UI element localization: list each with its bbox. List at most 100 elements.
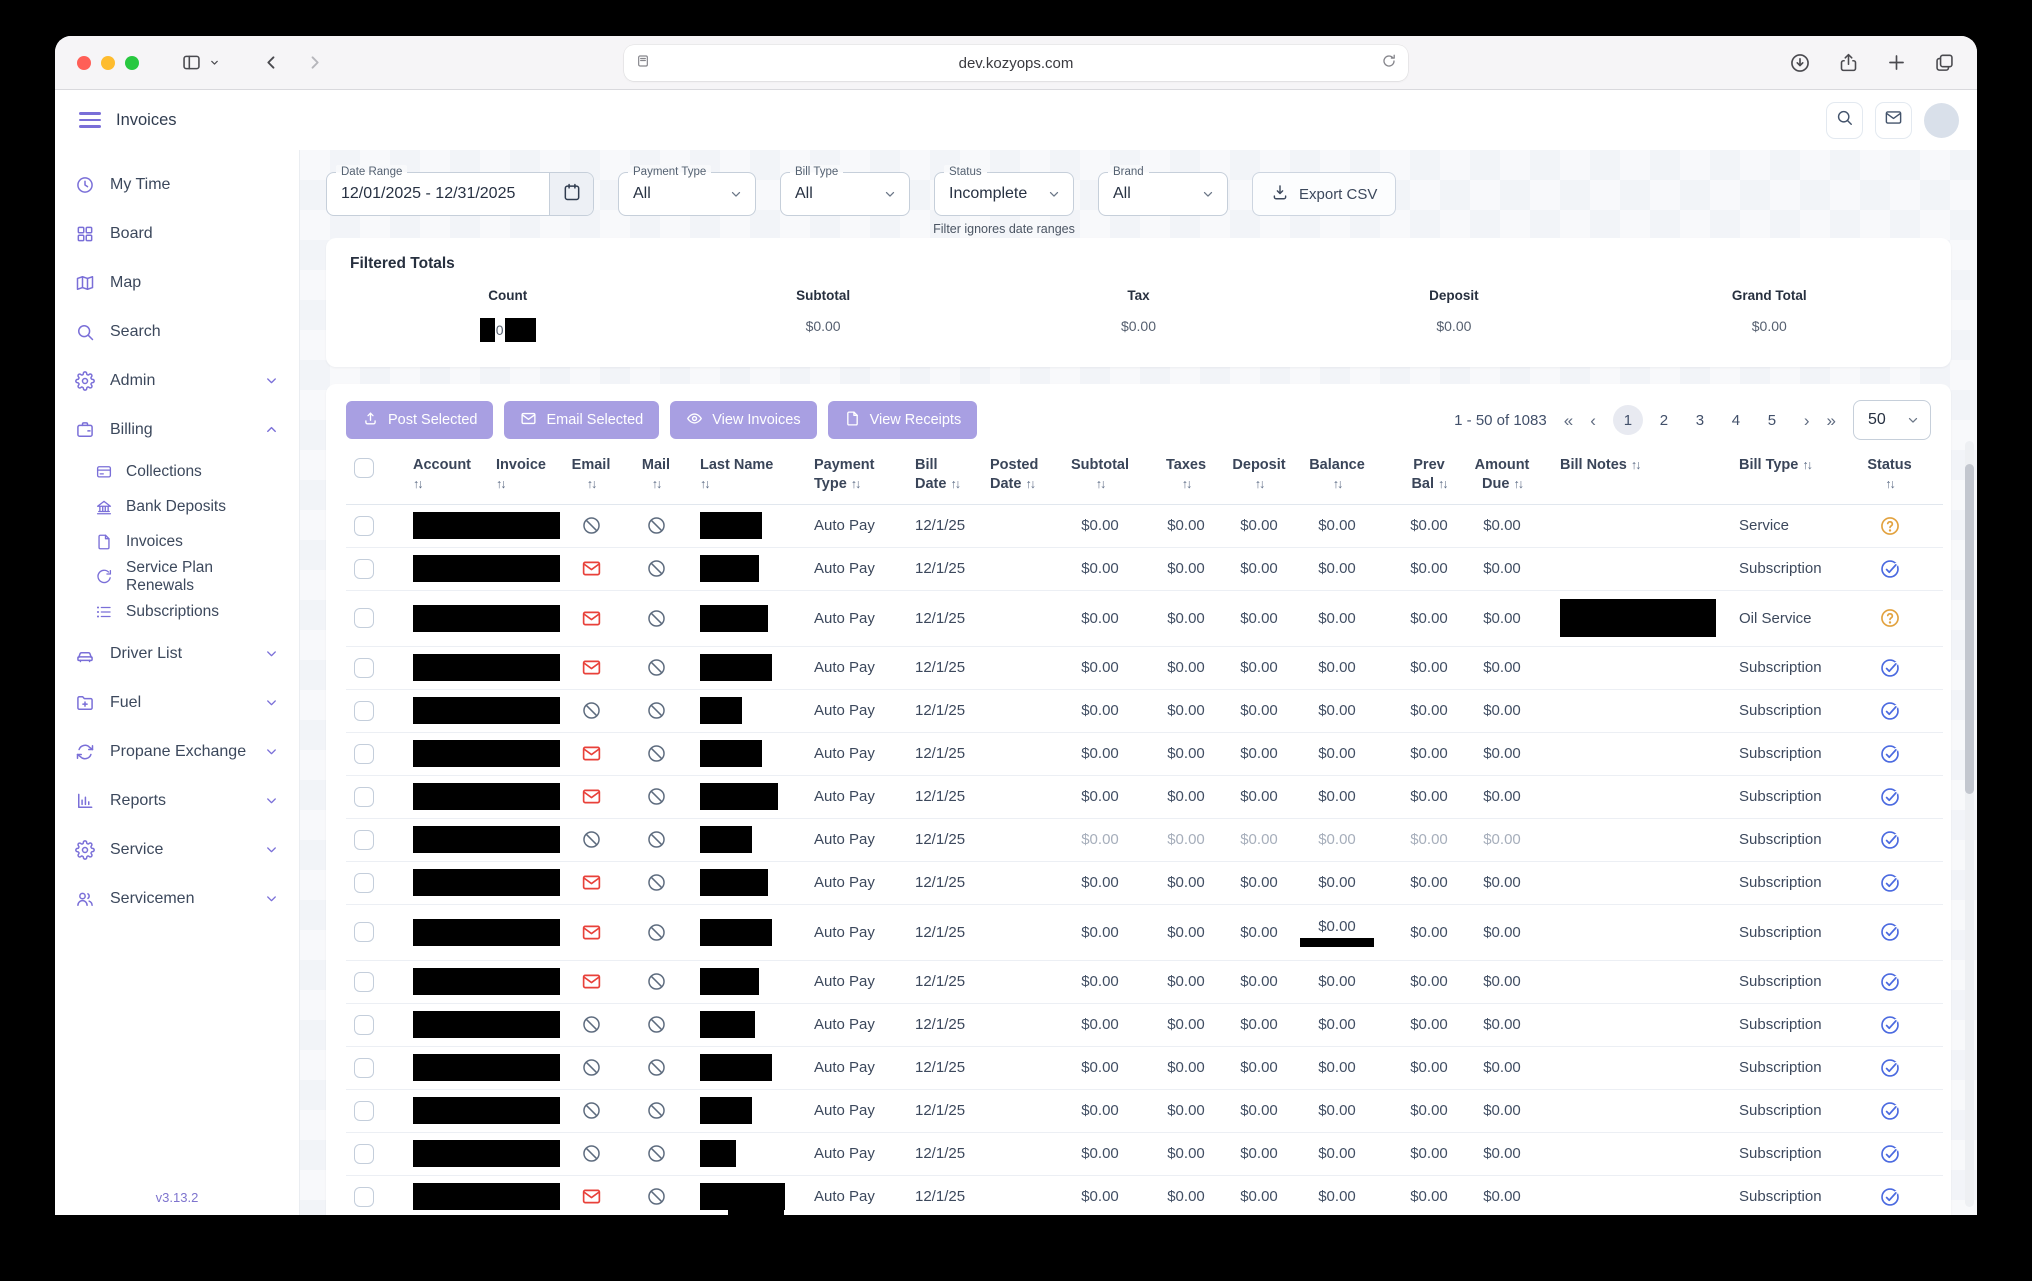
page-3-button[interactable]: 3 bbox=[1695, 411, 1705, 429]
column-header-bill-date[interactable]: Bill Date ↑↓ bbox=[901, 452, 976, 505]
date-range-field[interactable]: Date Range 12/01/2025 - 12/31/2025 bbox=[326, 165, 594, 216]
column-header-amount-due[interactable]: Amount Due ↑↓ bbox=[1472, 452, 1532, 505]
scrollbar-track[interactable] bbox=[1965, 441, 1974, 1207]
sort-icon[interactable]: ↑↓ bbox=[1025, 476, 1035, 491]
table-row[interactable]: Auto Pay 12/1/25 $0.00 $0.00 $0.00 $0.00 $0.00… bbox=[346, 733, 1943, 776]
new-tab-icon[interactable] bbox=[1886, 52, 1907, 73]
sidebar-item-servicemen[interactable]: Servicemen bbox=[55, 874, 299, 923]
row-checkbox[interactable] bbox=[354, 786, 374, 807]
table-row[interactable]: Auto Pay 12/1/25 $0.00 $0.00 $0.00 $0.00 $0.00… bbox=[346, 862, 1943, 905]
minimize-window-button[interactable] bbox=[101, 55, 115, 70]
email-selected-button[interactable]: Email Selected bbox=[504, 401, 660, 439]
sort-icon[interactable]: ↑↓ bbox=[950, 476, 960, 491]
share-icon[interactable] bbox=[1838, 52, 1859, 73]
chevron-down-icon[interactable] bbox=[264, 842, 279, 857]
first-page-icon[interactable]: « bbox=[1563, 410, 1574, 430]
row-checkbox[interactable] bbox=[354, 872, 374, 893]
post-selected-button[interactable]: Post Selected bbox=[346, 401, 494, 439]
browser-sidebar-toggle[interactable] bbox=[181, 52, 220, 73]
column-header-balance[interactable]: Balance ↑↓ bbox=[1288, 452, 1386, 505]
column-header-payment-type[interactable]: Payment Type ↑↓ bbox=[801, 452, 901, 505]
row-checkbox[interactable] bbox=[354, 971, 374, 992]
select-all-checkbox[interactable] bbox=[354, 458, 374, 478]
table-row[interactable]: Auto Pay 12/1/25 $0.00 $0.00 $0.00 $0.00 $0.00… bbox=[346, 776, 1943, 819]
column-header-invoice[interactable]: Invoice ↑↓ bbox=[476, 452, 556, 505]
sort-icon[interactable]: ↑↓ bbox=[1513, 476, 1523, 491]
messages-button[interactable] bbox=[1875, 101, 1912, 139]
previous-page-icon[interactable]: ‹ bbox=[1590, 410, 1596, 430]
chevron-down-icon[interactable] bbox=[264, 373, 279, 388]
chevron-down-icon[interactable] bbox=[264, 695, 279, 710]
sort-icon[interactable]: ↑↓ bbox=[496, 476, 507, 491]
payment-type-select[interactable]: Payment Type All bbox=[618, 165, 756, 216]
sidebar-item-driver-list[interactable]: Driver List bbox=[55, 629, 299, 678]
chevron-down-icon[interactable] bbox=[264, 646, 279, 661]
row-checkbox[interactable] bbox=[354, 558, 374, 579]
page-size-select[interactable]: 50 bbox=[1853, 400, 1931, 440]
row-checkbox[interactable] bbox=[354, 743, 374, 764]
close-window-button[interactable] bbox=[77, 55, 91, 70]
row-checkbox[interactable] bbox=[354, 922, 374, 943]
last-page-icon[interactable]: » bbox=[1826, 410, 1836, 430]
sort-icon[interactable]: ↑↓ bbox=[1438, 476, 1448, 491]
zoom-window-button[interactable] bbox=[125, 55, 139, 70]
brand-select[interactable]: Brand All bbox=[1098, 165, 1228, 216]
column-header-taxes[interactable]: Taxes ↑↓ bbox=[1142, 452, 1230, 505]
table-row[interactable]: Auto Pay 12/1/25 $0.00 $0.00 $0.00 $0.00 $0.00… bbox=[346, 1047, 1943, 1090]
sidebar-item-invoices[interactable]: Invoices bbox=[55, 524, 299, 559]
row-checkbox[interactable] bbox=[354, 657, 374, 678]
sidebar-item-admin[interactable]: Admin bbox=[55, 356, 299, 405]
row-checkbox[interactable] bbox=[354, 829, 374, 850]
sort-icon[interactable]: ↑↓ bbox=[1095, 476, 1107, 491]
table-row[interactable]: Auto Pay 12/1/25 $0.00 $0.00 $0.00 $0.00 $0.00… bbox=[346, 690, 1943, 733]
sort-icon[interactable]: ↑↓ bbox=[1332, 476, 1344, 491]
table-row[interactable]: Auto Pay 12/1/25 $0.00 $0.00 $0.00 $0.00 $0.00… bbox=[346, 1090, 1943, 1133]
sidebar-item-board[interactable]: Board bbox=[55, 209, 299, 258]
next-page-icon[interactable]: › bbox=[1803, 410, 1810, 430]
table-row[interactable]: Auto Pay 12/1/25 $0.00 $0.00 $0.00 $0.00 $0.00… bbox=[346, 1176, 1943, 1215]
column-header-deposit[interactable]: Deposit ↑↓ bbox=[1230, 452, 1288, 505]
export-csv-button[interactable]: Export CSV bbox=[1252, 172, 1397, 216]
status-select[interactable]: Status Incomplete bbox=[934, 165, 1074, 216]
row-checkbox[interactable] bbox=[354, 608, 374, 629]
column-header-status[interactable]: Status ↑↓ bbox=[1836, 452, 1943, 505]
column-header-last-name[interactable]: Last Name ↑↓ bbox=[686, 452, 801, 505]
sidebar-item-fuel[interactable]: Fuel bbox=[55, 678, 299, 727]
column-header-prev-bal[interactable]: Prev Bal ↑↓ bbox=[1386, 452, 1472, 505]
row-checkbox[interactable] bbox=[354, 700, 374, 721]
column-header-subtotal[interactable]: Subtotal ↑↓ bbox=[1058, 452, 1142, 505]
chevron-down-icon[interactable] bbox=[264, 793, 279, 808]
sidebar-item-reports[interactable]: Reports bbox=[55, 776, 299, 825]
calendar-button[interactable] bbox=[549, 173, 593, 215]
table-row[interactable]: Auto Pay 12/1/25 $0.00 $0.00 $0.00 $0.00 $0.00… bbox=[346, 647, 1943, 690]
sidebar-item-search[interactable]: Search bbox=[55, 307, 299, 356]
table-row[interactable]: Auto Pay 12/1/25 $0.00 $0.00 $0.00 $0.00 $0.00… bbox=[346, 961, 1943, 1004]
sidebar-item-bank-deposits[interactable]: Bank Deposits bbox=[55, 489, 299, 524]
tab-overview-icon[interactable] bbox=[1934, 52, 1955, 73]
sort-icon[interactable]: ↑↓ bbox=[1630, 458, 1641, 472]
page-5-button[interactable]: 5 bbox=[1767, 411, 1777, 429]
table-row[interactable]: Auto Pay 12/1/25 $0.00 $0.00 $0.00 $0.00 $0.00… bbox=[346, 1133, 1943, 1176]
sort-icon[interactable]: ↑↓ bbox=[1181, 476, 1193, 491]
sort-icon[interactable]: ↑↓ bbox=[850, 476, 861, 491]
address-bar[interactable]: dev.kozyops.com bbox=[624, 45, 1408, 81]
page-2-button[interactable]: 2 bbox=[1659, 411, 1669, 429]
row-checkbox[interactable] bbox=[354, 1014, 374, 1035]
view-invoices-button[interactable]: View Invoices bbox=[670, 401, 817, 439]
sort-icon[interactable]: ↑↓ bbox=[413, 476, 424, 491]
page-4-button[interactable]: 4 bbox=[1731, 411, 1741, 429]
sort-icon[interactable]: ↑↓ bbox=[1254, 476, 1266, 491]
row-checkbox[interactable] bbox=[354, 1186, 374, 1207]
bill-type-select[interactable]: Bill Type All bbox=[780, 165, 910, 216]
sort-icon[interactable]: ↑↓ bbox=[586, 476, 598, 491]
sort-icon[interactable]: ↑↓ bbox=[1885, 476, 1896, 491]
sort-icon[interactable]: ↑↓ bbox=[1802, 458, 1812, 472]
back-button[interactable] bbox=[262, 53, 281, 72]
table-row[interactable]: Auto Pay 12/1/25 $0.00 $0.00 $0.00 $0.00 $0.00… bbox=[346, 505, 1943, 548]
column-header-bill-type[interactable]: Bill Type ↑↓ bbox=[1716, 452, 1836, 505]
sort-icon[interactable]: ↑↓ bbox=[651, 476, 663, 491]
scrollbar-thumb[interactable] bbox=[1965, 464, 1974, 794]
search-button[interactable] bbox=[1826, 101, 1863, 139]
sort-icon[interactable]: ↑↓ bbox=[700, 476, 711, 491]
column-header-posted-date[interactable]: Posted Date ↑↓ bbox=[976, 452, 1058, 505]
